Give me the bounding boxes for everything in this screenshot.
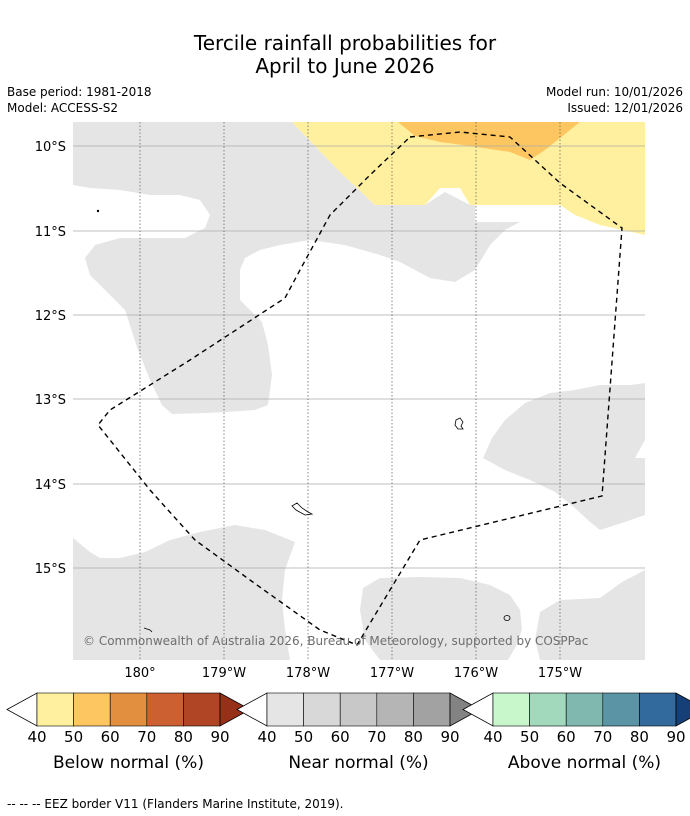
below-normal-colorbar-bin-5 bbox=[183, 692, 221, 727]
below-normal-colorbar-bin-2 bbox=[73, 692, 111, 727]
island-e bbox=[96, 209, 100, 213]
lon-label-177w: 177°W bbox=[370, 666, 414, 681]
near-normal-colorbar-bin-4 bbox=[376, 692, 414, 727]
near-normal-tick-label: 40 bbox=[257, 728, 277, 746]
grid-lines bbox=[73, 145, 645, 569]
below-normal-tick-label: 50 bbox=[64, 728, 84, 746]
model-run: Model run: 10/01/2026 bbox=[545, 85, 683, 99]
below-normal-tick-label: 60 bbox=[100, 728, 120, 746]
lat-label-13s: 13°S bbox=[35, 393, 66, 408]
below-normal-region-40-50 bbox=[292, 122, 645, 235]
below-normal-tick-label: 70 bbox=[137, 728, 157, 746]
eez-footnote: -- -- -- EEZ border V11 (Flanders Marine… bbox=[7, 797, 344, 811]
title-line-2: April to June 2026 bbox=[255, 54, 435, 78]
near-normal-region-west bbox=[73, 122, 520, 414]
base-period: Base period: 1981-2018 bbox=[7, 85, 152, 99]
eez-border bbox=[97, 131, 623, 646]
above-normal-tick-label: 70 bbox=[593, 728, 613, 746]
above-normal-tick-label: 50 bbox=[520, 728, 540, 746]
below-normal-region-50-60 bbox=[398, 122, 580, 160]
island-b bbox=[291, 502, 314, 516]
lat-label-11s: 11°S bbox=[35, 225, 66, 240]
above-normal-tick-label: 90 bbox=[666, 728, 686, 746]
near-normal-region-southwest bbox=[73, 525, 295, 660]
lat-label-15s: 15°S bbox=[35, 562, 66, 577]
issued-date: Issued: 12/01/2026 bbox=[567, 101, 683, 115]
near-normal-region-south bbox=[360, 577, 522, 660]
colorbars bbox=[6, 692, 690, 727]
island-d bbox=[143, 627, 153, 633]
near-normal-colorbar-bin-3 bbox=[339, 692, 378, 727]
model-name: Model: ACCESS-S2 bbox=[7, 101, 119, 115]
copyright-text: © Commonwealth of Australia 2026, Bureau… bbox=[83, 634, 588, 648]
lat-label-12s: 12°S bbox=[35, 309, 66, 324]
near-normal-tick-label: 50 bbox=[294, 728, 314, 746]
above-normal-colorbar-bin-4 bbox=[602, 692, 640, 727]
above-normal-colorbar-max-triangle bbox=[675, 692, 690, 727]
above-normal-colorbar-bin-5 bbox=[639, 692, 677, 727]
lat-label-10s: 10°S bbox=[35, 140, 66, 155]
meridian-lines bbox=[139, 122, 561, 660]
lon-label-180: 180° bbox=[124, 666, 155, 681]
above-normal-colorbar-bin-3 bbox=[565, 692, 604, 727]
near-normal-region-southeast bbox=[535, 570, 645, 660]
island-c bbox=[503, 615, 511, 621]
below-normal-colorbar-bin-4 bbox=[146, 692, 184, 727]
near-normal-colorbar-bin-2 bbox=[303, 692, 341, 727]
below-normal-colorbar-min-triangle bbox=[6, 692, 38, 727]
below-normal-colorbar-bin-3 bbox=[109, 692, 148, 727]
islands bbox=[96, 209, 511, 633]
lon-label-179w: 179°W bbox=[202, 666, 246, 681]
near-normal-colorbar-min-triangle bbox=[236, 692, 268, 727]
below-normal-tick-label: 90 bbox=[210, 728, 230, 746]
title-line-1: Tercile rainfall probabilities for bbox=[193, 31, 497, 55]
below-normal-colorbar-title: Below normal (%) bbox=[53, 753, 204, 773]
below-normal-colorbar-max-triangle bbox=[219, 692, 251, 727]
near-normal-tick-label: 60 bbox=[330, 728, 350, 746]
near-normal-tick-label: 90 bbox=[440, 728, 460, 746]
island-a bbox=[454, 417, 464, 430]
above-normal-tick-label: 60 bbox=[556, 728, 576, 746]
above-normal-colorbar-bin-1 bbox=[492, 692, 530, 727]
lon-label-178w: 178°W bbox=[286, 666, 330, 681]
near-normal-colorbar-bin-5 bbox=[413, 692, 451, 727]
lon-label-175w: 175°W bbox=[538, 666, 582, 681]
near-normal-colorbar-bin-1 bbox=[266, 692, 304, 727]
near-normal-tick-label: 70 bbox=[367, 728, 387, 746]
above-normal-colorbar-bin-2 bbox=[529, 692, 567, 727]
near-normal-tick-label: 80 bbox=[403, 728, 423, 746]
near-normal-region-east bbox=[483, 383, 645, 530]
above-normal-tick-label: 40 bbox=[483, 728, 503, 746]
near-normal-colorbar-title: Near normal (%) bbox=[288, 753, 429, 773]
above-normal-tick-label: 80 bbox=[629, 728, 649, 746]
below-normal-colorbar-bin-1 bbox=[36, 692, 74, 727]
below-normal-tick-label: 80 bbox=[173, 728, 193, 746]
below-normal-tick-label: 40 bbox=[27, 728, 47, 746]
above-normal-colorbar-title: Above normal (%) bbox=[507, 753, 662, 773]
lon-label-176w: 176°W bbox=[454, 666, 498, 681]
lat-label-14s: 14°S bbox=[35, 478, 66, 493]
above-normal-colorbar-min-triangle bbox=[462, 692, 494, 727]
